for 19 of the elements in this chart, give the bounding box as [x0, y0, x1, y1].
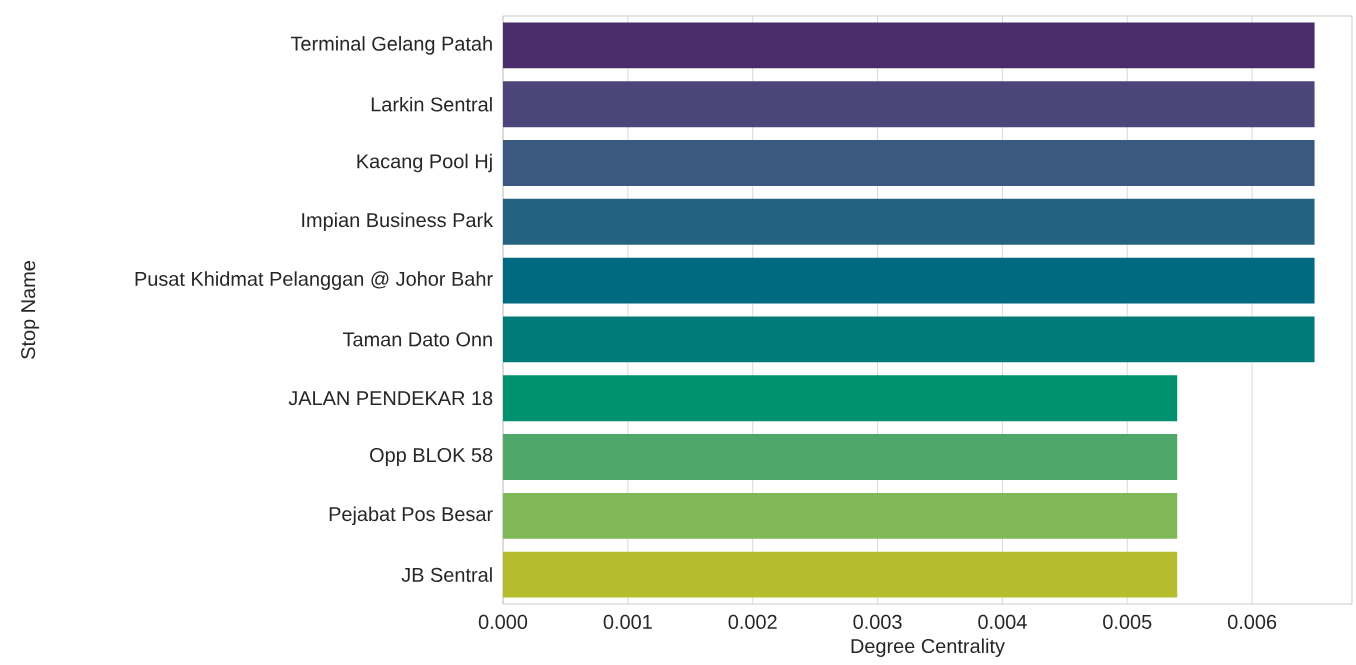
- y-tick-label: Larkin Sentral: [371, 96, 492, 112]
- y-tick-label: Opp BLOK 58: [370, 447, 493, 467]
- x-axis-title: Degree Centrality: [851, 638, 1005, 658]
- x-tick-label: 0.006: [1227, 614, 1277, 629]
- y-tick-label: Terminal Gelang Patah: [290, 36, 492, 55]
- y-tick-label: JB Sentral: [401, 567, 492, 582]
- y-tick-label: Pejabat Pos Besar: [329, 506, 493, 526]
- x-tick-label: 0.005: [1103, 614, 1152, 629]
- x-tick-label: 0.003: [853, 614, 902, 629]
- y-tick-label: Kacang Pool Hj: [357, 153, 492, 173]
- y-tick-label: Pusat Khidmat Pelanggan @ Johor Bahr: [135, 271, 493, 290]
- y-tick-label: Impian Business Park: [302, 212, 494, 232]
- x-tick-label: 0.002: [728, 614, 777, 629]
- x-tick-label: 0.004: [978, 614, 1027, 629]
- x-tick-label: 0.000: [478, 614, 528, 629]
- y-tick-label: JALAN PENDEKAR 18: [288, 391, 493, 406]
- y-tick-label: Taman Dato Onn: [342, 332, 492, 347]
- x-tick-label: 0.001: [603, 614, 652, 629]
- y-axis-title: Stop Name: [21, 261, 40, 359]
